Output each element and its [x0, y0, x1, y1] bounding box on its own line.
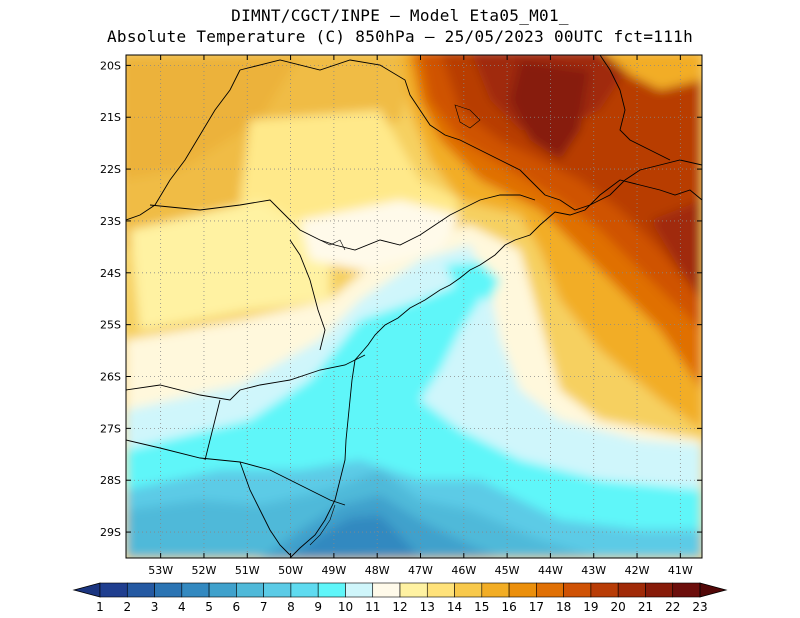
lon-label: 41W [668, 564, 693, 577]
colorbar-label: 5 [205, 600, 213, 614]
lon-label: 46W [451, 564, 476, 577]
colorbar-label: 9 [314, 600, 322, 614]
lagoons [309, 104, 481, 546]
colorbar-swatch [454, 582, 483, 598]
colorbar-label: 20 [611, 600, 626, 614]
lat-label: 26S [100, 371, 121, 384]
colorbar-swatch [99, 582, 128, 598]
colorbar-swatch [536, 582, 564, 598]
latitude-axis: 20S 21S 22S 23S 24S 25S 26S 27S 28S 29S [100, 59, 702, 539]
colorbar-swatch [317, 582, 346, 598]
colorbar: 1 2 3 4 5 6 7 8 9 10 11 12 13 14 15 16 17 18 19 20 21 22 23 [72, 582, 728, 614]
lon-label: 44W [538, 564, 563, 577]
colorbar-label: 7 [260, 600, 268, 614]
colorbar-label: 23 [692, 600, 707, 614]
lon-label: 53W [148, 564, 173, 577]
lat-label: 21S [100, 111, 121, 124]
lon-label: 51W [235, 564, 260, 577]
colorbar-label: 15 [474, 600, 489, 614]
colorbar-swatch [345, 582, 374, 598]
colorbar-label: 4 [178, 600, 186, 614]
colorbar-max-arrow [699, 582, 728, 598]
colorbar-swatch [672, 582, 701, 598]
colorbar-label: 21 [638, 600, 653, 614]
lon-label: 47W [408, 564, 433, 577]
lat-label: 27S [100, 422, 121, 435]
colorbar-label: 2 [123, 600, 131, 614]
colorbar-label: 22 [665, 600, 680, 614]
colorbar-label: 18 [556, 600, 571, 614]
map-title: DIMNT/CGCT/INPE – Model Eta05_M01_ [231, 6, 569, 25]
colorbar-label: 8 [287, 600, 295, 614]
lat-label: 22S [100, 163, 121, 176]
colorbar-swatch [645, 582, 674, 598]
temperature-field [126, 55, 702, 558]
lat-label: 23S [100, 215, 121, 228]
colorbar-swatch [563, 582, 592, 598]
colorbar-label: 12 [392, 600, 407, 614]
colorbar-min-arrow [72, 582, 101, 598]
lat-label: 20S [100, 59, 121, 72]
lon-label: 43W [581, 564, 606, 577]
colorbar-swatch [481, 582, 510, 598]
colorbar-label: 19 [583, 600, 598, 614]
lat-label: 28S [100, 474, 121, 487]
lon-label: 45W [495, 564, 520, 577]
lat-label: 24S [100, 267, 121, 280]
colorbar-swatch [154, 582, 183, 598]
map-subtitle: Absolute Temperature (C) 850hPa – 25/05/… [106, 27, 694, 46]
colorbar-label: 17 [529, 600, 544, 614]
colorbar-swatch [181, 582, 210, 598]
colorbar-swatch [236, 582, 264, 598]
lat-lon-grid [126, 55, 702, 558]
political-borders [126, 55, 702, 558]
lon-label: 52W [192, 564, 217, 577]
lon-label: 50W [278, 564, 303, 577]
colorbar-label: 13 [420, 600, 435, 614]
lat-label: 29S [100, 526, 121, 539]
colorbar-swatch [290, 582, 319, 598]
lon-label: 48W [365, 564, 390, 577]
colorbar-label: 6 [233, 600, 241, 614]
colorbar-label: 11 [365, 600, 380, 614]
colorbar-label: 1 [96, 600, 104, 614]
lat-label: 25S [100, 319, 121, 332]
colorbar-swatch [208, 582, 237, 598]
colorbar-swatch [508, 582, 537, 598]
colorbar-label: 14 [447, 600, 462, 614]
colorbar-swatch [126, 582, 155, 598]
longitude-axis: 53W 52W 51W 50W 49W 48W 47W 46W 45W 44W 43W 42W 41W [148, 55, 693, 577]
colorbar-label: 10 [338, 600, 353, 614]
colorbar-swatch [426, 582, 455, 598]
plot-frame [125, 54, 703, 559]
colorbar-swatch [372, 582, 401, 598]
colorbar-swatch [263, 582, 292, 598]
colorbar-swatch [590, 582, 619, 598]
colorbar-swatch [399, 582, 428, 598]
lon-label: 42W [625, 564, 650, 577]
lon-label: 49W [321, 564, 346, 577]
colorbar-label: 16 [501, 600, 516, 614]
colorbar-swatch [617, 582, 646, 598]
colorbar-label: 3 [151, 600, 159, 614]
